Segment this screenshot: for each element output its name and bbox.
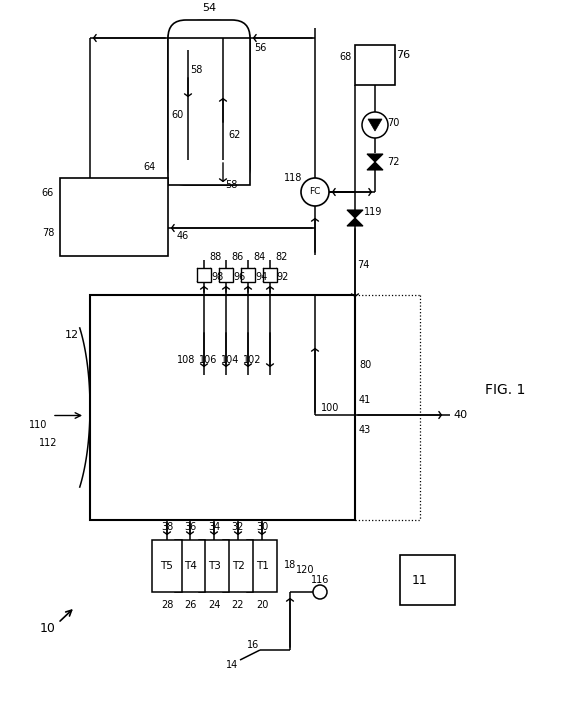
Text: 40: 40 xyxy=(453,410,467,420)
Text: 60: 60 xyxy=(172,110,184,120)
Text: 94: 94 xyxy=(255,272,267,282)
Bar xyxy=(219,268,233,282)
Circle shape xyxy=(301,178,329,206)
Bar xyxy=(223,540,253,592)
Text: T3: T3 xyxy=(208,561,221,571)
Text: 98: 98 xyxy=(211,272,223,282)
Polygon shape xyxy=(368,119,382,131)
Polygon shape xyxy=(347,218,363,226)
Text: 11: 11 xyxy=(412,573,428,587)
Circle shape xyxy=(362,112,388,138)
Text: 36: 36 xyxy=(184,522,196,532)
Text: 72: 72 xyxy=(387,157,399,167)
Bar xyxy=(168,38,250,185)
Bar xyxy=(199,540,229,592)
Bar xyxy=(263,268,277,282)
Text: T2: T2 xyxy=(231,561,244,571)
Text: 64: 64 xyxy=(144,162,156,172)
Text: 104: 104 xyxy=(221,355,239,365)
Text: 68: 68 xyxy=(339,52,351,62)
Text: 119: 119 xyxy=(364,207,382,217)
Bar xyxy=(247,540,277,592)
Text: 41: 41 xyxy=(359,395,371,405)
Text: 78: 78 xyxy=(42,228,54,238)
Text: 74: 74 xyxy=(357,260,369,270)
Bar xyxy=(197,268,211,282)
Text: 62: 62 xyxy=(229,130,241,140)
Text: 110: 110 xyxy=(29,421,47,430)
Text: 58: 58 xyxy=(190,65,202,75)
Text: T1: T1 xyxy=(256,561,268,571)
Text: 70: 70 xyxy=(387,118,399,128)
Text: 38: 38 xyxy=(161,522,173,532)
Circle shape xyxy=(313,585,327,599)
Text: 112: 112 xyxy=(39,437,57,447)
Bar xyxy=(400,555,455,605)
Polygon shape xyxy=(168,20,250,38)
Bar xyxy=(90,295,355,520)
Polygon shape xyxy=(367,154,383,162)
Text: 92: 92 xyxy=(277,272,289,282)
Text: 66: 66 xyxy=(42,188,54,198)
Text: FC: FC xyxy=(310,187,321,196)
Text: FIG. 1: FIG. 1 xyxy=(485,383,525,397)
Text: 18: 18 xyxy=(284,560,296,570)
Text: 43: 43 xyxy=(359,425,371,435)
Bar xyxy=(60,178,168,256)
Text: 80: 80 xyxy=(359,360,371,370)
Text: 32: 32 xyxy=(232,522,244,532)
Text: 58: 58 xyxy=(225,180,237,190)
Polygon shape xyxy=(367,162,383,170)
Bar xyxy=(175,540,205,592)
Text: 26: 26 xyxy=(184,600,196,610)
Text: 56: 56 xyxy=(254,43,266,53)
Text: 22: 22 xyxy=(232,600,244,610)
Text: 16: 16 xyxy=(247,640,259,650)
Text: 96: 96 xyxy=(233,272,245,282)
Text: 88: 88 xyxy=(210,252,222,262)
Text: 12: 12 xyxy=(65,330,79,340)
Text: 30: 30 xyxy=(256,522,268,532)
Text: 100: 100 xyxy=(321,403,339,413)
Text: 54: 54 xyxy=(202,3,216,13)
Text: 84: 84 xyxy=(254,252,266,262)
Bar xyxy=(355,45,395,85)
Text: 118: 118 xyxy=(284,173,302,183)
Polygon shape xyxy=(347,210,363,218)
Text: 34: 34 xyxy=(208,522,220,532)
FancyBboxPatch shape xyxy=(168,20,250,185)
Bar xyxy=(241,268,255,282)
Text: 120: 120 xyxy=(296,565,314,575)
Text: 10: 10 xyxy=(40,622,56,634)
Text: 14: 14 xyxy=(226,660,238,670)
Bar xyxy=(152,540,182,592)
Text: T4: T4 xyxy=(184,561,196,571)
Text: 24: 24 xyxy=(208,600,220,610)
Text: 82: 82 xyxy=(276,252,288,262)
Text: 108: 108 xyxy=(177,355,195,365)
Text: 46: 46 xyxy=(177,231,189,241)
Text: 116: 116 xyxy=(311,575,329,585)
Text: 106: 106 xyxy=(199,355,217,365)
Text: 28: 28 xyxy=(161,600,173,610)
Text: 102: 102 xyxy=(243,355,261,365)
Text: T5: T5 xyxy=(160,561,174,571)
Text: 86: 86 xyxy=(232,252,244,262)
Text: 76: 76 xyxy=(396,50,410,60)
Text: 20: 20 xyxy=(256,600,268,610)
